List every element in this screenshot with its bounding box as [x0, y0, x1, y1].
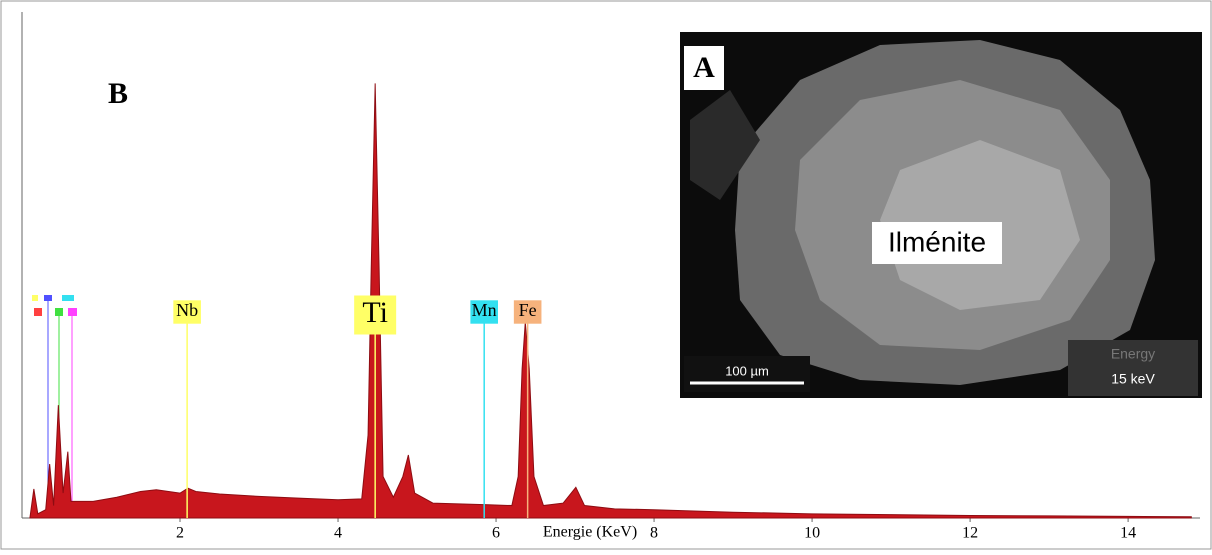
x-axis-label: Energie (KeV): [543, 524, 637, 541]
x-tick-label: 10: [804, 525, 820, 542]
x-tick-label: 4: [334, 525, 342, 542]
element-swatch: [62, 295, 74, 301]
scale-bar-label: 100 µm: [725, 363, 769, 378]
chart: B 2 4 6 8 10 12 14 Nb Ti Mn Fe Energie (KeV) A Ilm…: [0, 0, 1212, 550]
x-tick-label: 12: [962, 525, 978, 542]
energy-title: Energy: [1111, 346, 1155, 362]
inset-image: A Ilménite 100 µm Energy 15 keV: [680, 32, 1202, 398]
element-swatch: [34, 308, 42, 316]
peak-label: Nb: [176, 300, 198, 320]
x-tick-label: 14: [1120, 525, 1136, 542]
mineral-label: Ilménite: [888, 226, 986, 257]
peak-label: Ti: [362, 296, 388, 329]
inset-label: A: [693, 51, 715, 84]
x-tick-label: 6: [492, 525, 500, 542]
element-swatch: [32, 295, 38, 301]
panel-label: B: [108, 77, 128, 110]
x-tick-label: 8: [650, 525, 658, 542]
element-swatch: [55, 308, 63, 316]
peak-label: Mn: [472, 300, 497, 320]
x-tick-label: 2: [176, 525, 184, 542]
energy-value: 15 keV: [1111, 371, 1155, 387]
peak-label: Fe: [519, 300, 537, 320]
element-swatch: [68, 308, 77, 316]
